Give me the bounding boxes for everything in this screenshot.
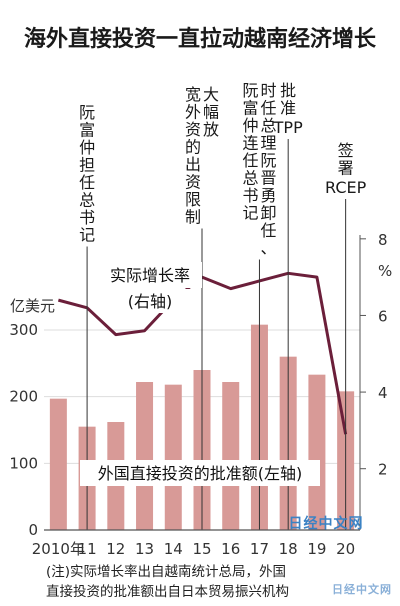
annotation-char: 阮 [242,81,258,100]
x-tick-label: 20 [336,540,355,558]
left-tick-label: 0 [28,521,38,539]
annotations: 阮富仲担任总书记大幅放宽外资的出资限制时任总理阮晋勇卸任、阮富仲连任总书记批准T… [79,81,367,530]
x-tick-label: 12 [106,540,125,558]
annotation-char: 阮 [260,151,276,170]
annotation-char: 仲 [242,116,258,135]
x-tick-label: 15 [192,540,211,558]
annotation-char: 大 [203,85,219,104]
right-tick-label: 8 [378,231,388,249]
x-tick-label: 14 [164,540,183,558]
bar [222,382,240,530]
annotation-char: 幅 [203,103,219,122]
right-tick-label: 4 [378,384,388,402]
annotation-char: 卸 [260,204,276,223]
annotation-char: 任 [79,173,95,192]
left-tick-label: 300 [9,321,38,339]
annotation-char: 仲 [79,138,95,157]
annotation-char: 的 [185,138,201,157]
annotation-char: 任 [260,221,276,240]
right-axis-unit: % [378,262,392,280]
x-tick-label: 2010年 [32,540,85,558]
watermark-corner: 日经中文网 [332,582,392,596]
annotation-char: 勇 [260,186,276,205]
bar-legend-name: 外国直接投资的批准额(左轴) [98,464,303,483]
x-tick-label: 13 [135,540,154,558]
line-legend-axis: (右轴) [128,292,173,311]
annotation-char: 书 [79,208,95,227]
annotation-char: 记 [242,204,258,223]
annotation-char: 担 [79,156,95,175]
annotation-char: 总 [242,169,258,188]
annotation-char: 限 [185,190,201,209]
bar-legend: 外国直接投资的批准额(左轴) [80,460,320,486]
right-tick-label: 2 [378,461,388,479]
annotation-char: 记 [79,226,95,245]
x-tick-label: 17 [250,540,269,558]
annotation-char: 总 [260,116,276,135]
annotation-char: 批 [280,81,296,100]
annotation-char: 、 [260,239,276,258]
annotation-char: 宽 [185,85,201,104]
annotation-char: 书 [242,186,258,205]
left-tick-label: 100 [9,454,38,472]
annotation-char: 晋 [260,169,276,188]
left-axis-unit: 亿美元 [10,297,55,315]
left-tick-label: 200 [9,388,38,406]
annotation-char: 出 [185,155,201,174]
line-legend-name: 实际增长率 [110,266,190,285]
annotation-char: 准 [280,99,296,118]
annotation-char: 签 [338,141,354,160]
bar [164,384,182,530]
chart-title: 海外直接投资一直拉动越南经济增长 [24,26,377,52]
annotation-char: 富 [242,99,258,118]
annotation-char: 理 [260,134,276,153]
annotation-char: 任 [260,99,276,118]
x-tick-label: 16 [221,540,240,558]
annotation-char: 任 [242,151,258,170]
annotation-char: 阮 [79,103,95,122]
annotation-char: 资 [185,120,201,139]
annotation-char: 资 [185,173,201,192]
line-legend: 实际增长率 (右轴) [98,262,202,313]
watermark: 日经中文网 [289,515,364,532]
annotation-char: 署 [338,159,354,178]
bar [49,398,67,530]
note-line-1: (注)实际增长率出自越南统计总局，外国 [46,563,286,580]
annotation-char: TPP [273,118,303,137]
annotation-char: RCEP [325,178,367,197]
annotation-char: 时 [260,81,276,100]
annotation-char: 富 [79,121,95,140]
annotation-char: 外 [185,103,201,122]
x-tick-label: 19 [307,540,326,558]
bar [136,382,154,530]
annotation-char: 连 [242,134,258,153]
right-tick-label: 6 [378,307,388,325]
note-line-2: 直接投资的批准额出自日本贸易振兴机构 [46,583,289,600]
x-tick-label: 18 [279,540,298,558]
annotation-char: 总 [79,191,95,210]
x-tick-label: 11 [78,540,97,558]
annotation-char: 放 [203,120,219,139]
bar [308,374,326,530]
annotation-char: 制 [185,208,201,227]
